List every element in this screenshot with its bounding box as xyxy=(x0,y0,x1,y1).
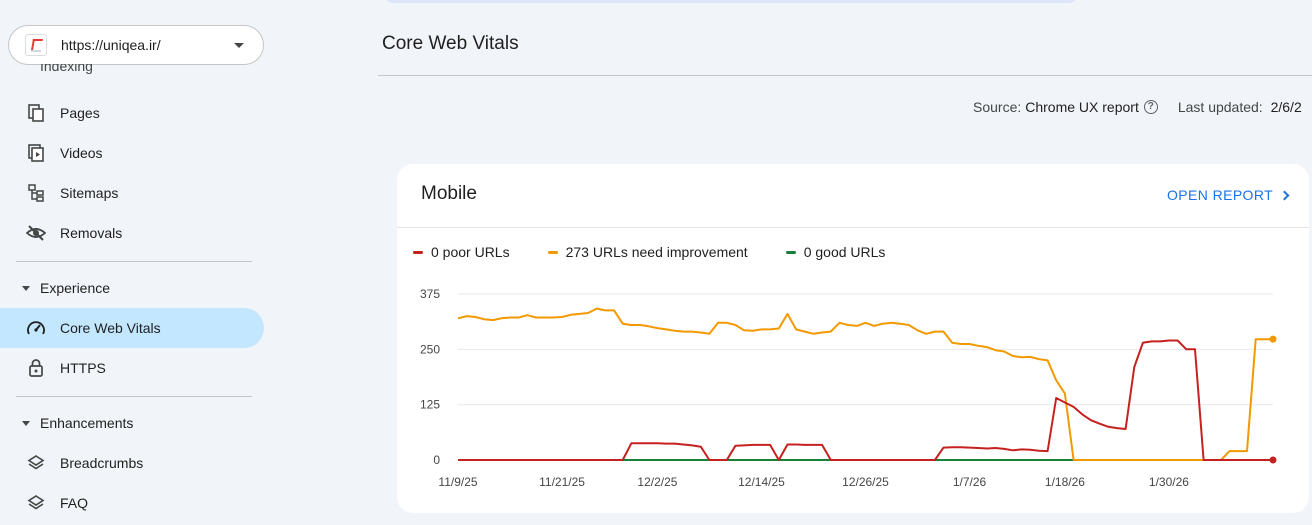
site-favicon-icon xyxy=(25,34,47,56)
lock-icon xyxy=(26,358,46,378)
x-tick-label: 12/2/25 xyxy=(637,475,677,489)
chevron-right-icon xyxy=(1279,190,1290,200)
series-end-point xyxy=(1269,456,1277,464)
videos-icon xyxy=(26,143,46,163)
sidebar-item-label: Sitemaps xyxy=(60,185,119,201)
legend-item-good[interactable]: 0 good URLs xyxy=(785,244,886,260)
sidebar: https://uniqea.ir/ Indexing Pages Videos… xyxy=(0,0,272,525)
speed-gauge-icon xyxy=(26,318,46,338)
y-tick-label: 250 xyxy=(420,342,440,356)
source-label: Source: xyxy=(973,99,1022,115)
y-tick-label: 0 xyxy=(433,453,440,467)
experience-section-header[interactable]: Experience xyxy=(0,268,264,308)
sidebar-item-core-web-vitals[interactable]: Core Web Vitals xyxy=(0,308,264,348)
sitemaps-icon xyxy=(26,183,46,203)
report-source-line: Source: Chrome UX report ? Last updated:… xyxy=(973,99,1302,115)
cwv-line-chart[interactable]: 0 125 250 375 11/9/25 11/21/25 12/2/25 12/14/25… xyxy=(397,274,1309,504)
legend-swatch xyxy=(413,250,423,254)
sidebar-item-sitemaps[interactable]: Sitemaps xyxy=(0,173,264,213)
sidebar-item-label: Videos xyxy=(60,145,103,161)
sidebar-item-faq[interactable]: FAQ xyxy=(0,483,264,523)
sidebar-item-label: Pages xyxy=(60,105,100,121)
sidebar-item-breadcrumbs[interactable]: Breadcrumbs xyxy=(0,443,264,483)
section-label: Experience xyxy=(40,280,111,296)
chevron-down-icon xyxy=(234,42,244,48)
indexing-section-header: Indexing xyxy=(40,64,93,74)
legend-label: 273 URLs need improvement xyxy=(565,244,748,260)
series-end-point xyxy=(1269,335,1277,343)
x-tick-label: 12/14/25 xyxy=(738,475,785,489)
sidebar-divider xyxy=(16,261,252,262)
x-tick-label: 1/30/26 xyxy=(1149,475,1189,489)
collapse-arrow-icon xyxy=(22,420,30,426)
series-line-poor xyxy=(458,339,1273,461)
removals-icon xyxy=(26,223,46,243)
x-tick-label: 1/7/26 xyxy=(953,475,987,489)
property-selector[interactable]: https://uniqea.ir/ xyxy=(8,25,264,65)
card-divider xyxy=(397,227,1309,228)
page-title: Core Web Vitals xyxy=(382,33,519,54)
help-icon[interactable]: ? xyxy=(1143,100,1158,114)
title-divider xyxy=(378,75,1312,76)
legend-label: 0 poor URLs xyxy=(431,244,510,260)
open-report-link[interactable]: OPEN REPORT xyxy=(1167,187,1290,203)
layers-icon xyxy=(26,453,46,473)
sidebar-item-label: Breadcrumbs xyxy=(60,455,144,471)
y-tick-label: 125 xyxy=(420,398,440,412)
sidebar-item-label: Core Web Vitals xyxy=(60,320,161,336)
x-tick-label: 11/9/25 xyxy=(438,475,477,489)
updated-label: Last updated: xyxy=(1177,99,1263,115)
sidebar-item-https[interactable]: HTTPS xyxy=(0,348,264,388)
sidebar-item-label: FAQ xyxy=(60,495,89,511)
sidebar-divider xyxy=(16,396,252,397)
legend-item-need-improvement[interactable]: 273 URLs need improvement xyxy=(547,244,748,260)
collapse-arrow-icon xyxy=(22,285,30,291)
sidebar-item-removals[interactable]: Removals xyxy=(0,213,264,253)
sidebar-item-label: HTTPS xyxy=(60,360,106,376)
updated-value: 2/6/2 xyxy=(1270,99,1302,115)
last-updated: Last updated: 2/6/2 xyxy=(1178,99,1302,115)
sidebar-item-videos[interactable]: Videos xyxy=(0,133,264,173)
legend-swatch xyxy=(547,250,558,254)
open-report-label: OPEN REPORT xyxy=(1167,187,1274,203)
section-label: Enhancements xyxy=(40,415,134,431)
legend-label: 0 good URLs xyxy=(803,244,886,260)
y-tick-label: 375 xyxy=(420,287,440,301)
enhancements-section-header[interactable]: Enhancements xyxy=(0,403,264,443)
layers-icon xyxy=(26,493,46,513)
mobile-cwv-card: Mobile OPEN REPORT 0 poor URLs 273 URLs … xyxy=(397,164,1309,513)
x-tick-label: 12/26/25 xyxy=(842,475,889,489)
search-bar-edge[interactable] xyxy=(385,0,1077,3)
property-url: https://uniqea.ir/ xyxy=(61,37,161,53)
legend-item-poor[interactable]: 0 poor URLs xyxy=(413,244,510,260)
source-value: Chrome UX report xyxy=(1025,99,1139,115)
pages-icon xyxy=(26,103,46,123)
chart-legend: 0 poor URLs 273 URLs need improvement 0 … xyxy=(413,244,923,260)
sidebar-item-pages[interactable]: Pages xyxy=(0,93,264,133)
x-tick-label: 11/21/25 xyxy=(539,475,585,489)
card-title: Mobile xyxy=(421,183,477,204)
legend-swatch xyxy=(785,250,796,254)
sidebar-item-label: Removals xyxy=(60,225,123,241)
x-tick-label: 1/18/26 xyxy=(1045,475,1085,489)
series-line-need-improvement xyxy=(457,307,1273,461)
